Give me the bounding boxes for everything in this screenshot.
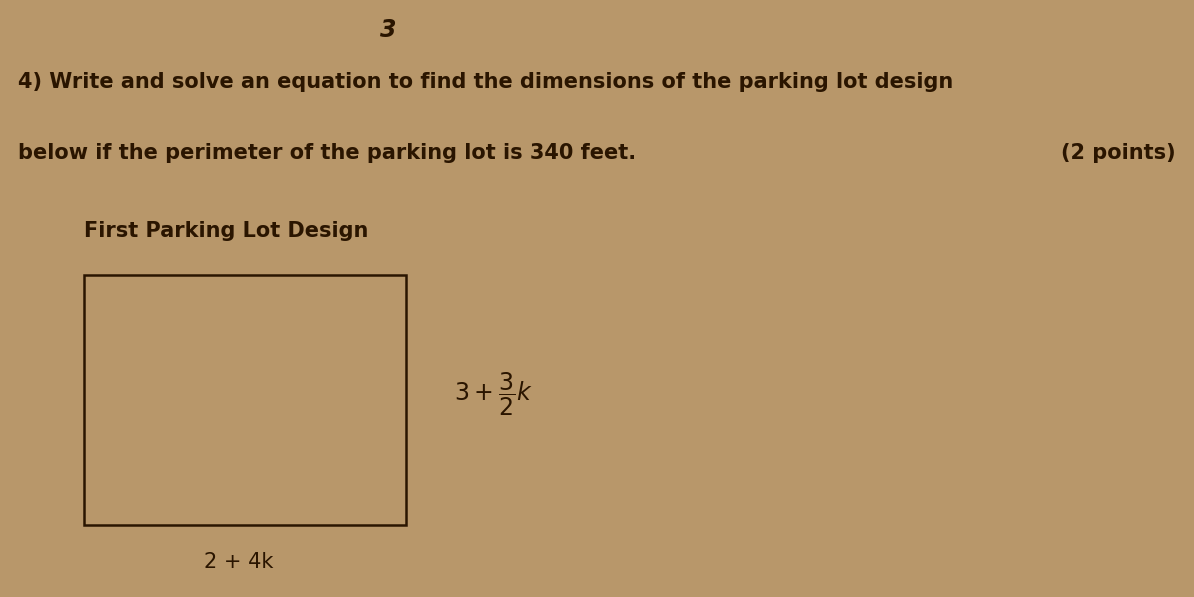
Text: 4) Write and solve an equation to find the dimensions of the parking lot design: 4) Write and solve an equation to find t… [18, 72, 953, 92]
Bar [84, 275, 406, 525]
Text: $3 + \dfrac{3}{2}k$: $3 + \dfrac{3}{2}k$ [454, 370, 533, 418]
Text: 3: 3 [380, 18, 396, 42]
Text: 2 + 4k: 2 + 4k [204, 552, 273, 573]
Text: below if the perimeter of the parking lot is 340 feet.: below if the perimeter of the parking lo… [18, 143, 636, 164]
Text: First Parking Lot Design: First Parking Lot Design [84, 221, 368, 241]
Text: (2 points): (2 points) [1061, 143, 1176, 164]
